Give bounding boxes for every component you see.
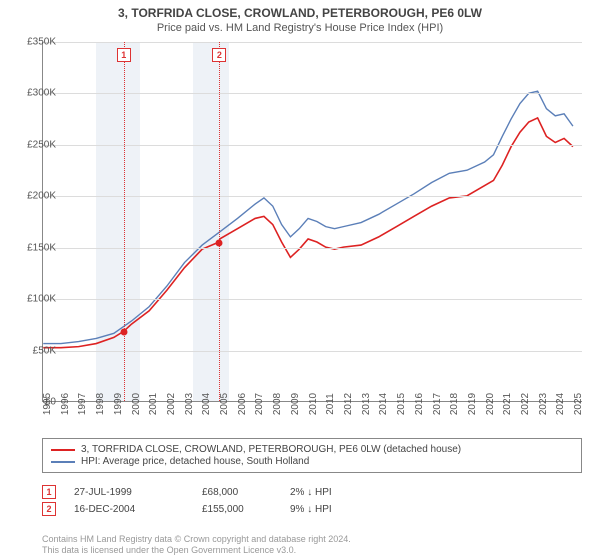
x-axis-label: 2016 [414, 393, 425, 415]
x-axis-label: 2002 [166, 393, 177, 415]
x-axis-label: 2003 [184, 393, 195, 415]
sale-date: 27-JUL-1999 [74, 487, 184, 498]
chart-subtitle: Price paid vs. HM Land Registry's House … [0, 22, 600, 34]
footer-attribution: Contains HM Land Registry data © Crown c… [42, 534, 582, 557]
x-axis-label: 2022 [520, 393, 531, 415]
series-hpi [43, 91, 573, 343]
x-axis-label: 1995 [42, 393, 53, 415]
x-axis-label: 1998 [95, 393, 106, 415]
x-axis-label: 2009 [290, 393, 301, 415]
x-axis-label: 2000 [131, 393, 142, 415]
sale-marker-box: 2 [212, 48, 226, 62]
x-axis-label: 2008 [272, 393, 283, 415]
legend-swatch [51, 449, 75, 451]
x-axis-label: 1999 [113, 393, 124, 415]
x-axis-label: 2024 [555, 393, 566, 415]
x-axis-label: 2004 [201, 393, 212, 415]
sale-row: 2 16-DEC-2004 £155,000 9% ↓ HPI [42, 502, 582, 516]
sale-marker-badge: 2 [42, 502, 56, 516]
x-axis-label: 2019 [467, 393, 478, 415]
x-axis-label: 2025 [573, 393, 584, 415]
x-axis-label: 2023 [538, 393, 549, 415]
sale-date: 16-DEC-2004 [74, 504, 184, 515]
x-axis-label: 2010 [308, 393, 319, 415]
legend-row: HPI: Average price, detached house, Sout… [51, 456, 573, 467]
x-axis-label: 2017 [432, 393, 443, 415]
x-axis-label: 2011 [325, 393, 336, 415]
x-axis-label: 2007 [254, 393, 265, 415]
chart-container: 3, TORFRIDA CLOSE, CROWLAND, PETERBOROUG… [0, 0, 600, 560]
y-axis-label: £50K [16, 345, 56, 356]
x-axis-label: 2005 [219, 393, 230, 415]
sale-delta: 2% ↓ HPI [290, 487, 370, 498]
x-axis-label: 2013 [361, 393, 372, 415]
sale-marker-dot [216, 239, 223, 246]
footer-line2: This data is licensed under the Open Gov… [42, 545, 582, 556]
legend-box: 3, TORFRIDA CLOSE, CROWLAND, PETERBOROUG… [42, 438, 582, 473]
sale-marker-dot [120, 329, 127, 336]
sale-marker-line [219, 42, 220, 401]
x-axis-label: 1996 [60, 393, 71, 415]
legend-label: 3, TORFRIDA CLOSE, CROWLAND, PETERBOROUG… [81, 444, 461, 455]
legend-label: HPI: Average price, detached house, Sout… [81, 456, 309, 467]
y-axis-label: £300K [16, 88, 56, 99]
x-axis-label: 2001 [148, 393, 159, 415]
sale-price: £155,000 [202, 504, 272, 515]
sale-row: 1 27-JUL-1999 £68,000 2% ↓ HPI [42, 485, 582, 499]
x-axis-label: 2012 [343, 393, 354, 415]
x-axis-label: 2014 [378, 393, 389, 415]
series-price_paid [43, 118, 573, 348]
x-axis-label: 1997 [77, 393, 88, 415]
y-axis-label: £150K [16, 242, 56, 253]
legend-row: 3, TORFRIDA CLOSE, CROWLAND, PETERBOROUG… [51, 444, 573, 455]
chart-plot-area: 12 [42, 42, 582, 402]
y-axis-label: £100K [16, 294, 56, 305]
y-axis-label: £350K [16, 37, 56, 48]
sale-price: £68,000 [202, 487, 272, 498]
sale-marker-box: 1 [117, 48, 131, 62]
sale-delta: 9% ↓ HPI [290, 504, 370, 515]
chart-title: 3, TORFRIDA CLOSE, CROWLAND, PETERBOROUG… [0, 6, 600, 20]
x-axis-label: 2020 [485, 393, 496, 415]
title-block: 3, TORFRIDA CLOSE, CROWLAND, PETERBOROUG… [0, 0, 600, 34]
x-axis-label: 2018 [449, 393, 460, 415]
x-axis-label: 2015 [396, 393, 407, 415]
sale-marker-badge: 1 [42, 485, 56, 499]
x-axis-label: 2006 [237, 393, 248, 415]
sales-table: 1 27-JUL-1999 £68,000 2% ↓ HPI 2 16-DEC-2004 £… [42, 482, 582, 519]
legend-swatch [51, 461, 75, 463]
sale-marker-line [124, 42, 125, 401]
x-axis-label: 2021 [502, 393, 513, 415]
y-axis-label: £250K [16, 139, 56, 150]
y-axis-label: £200K [16, 191, 56, 202]
footer-line1: Contains HM Land Registry data © Crown c… [42, 534, 582, 545]
